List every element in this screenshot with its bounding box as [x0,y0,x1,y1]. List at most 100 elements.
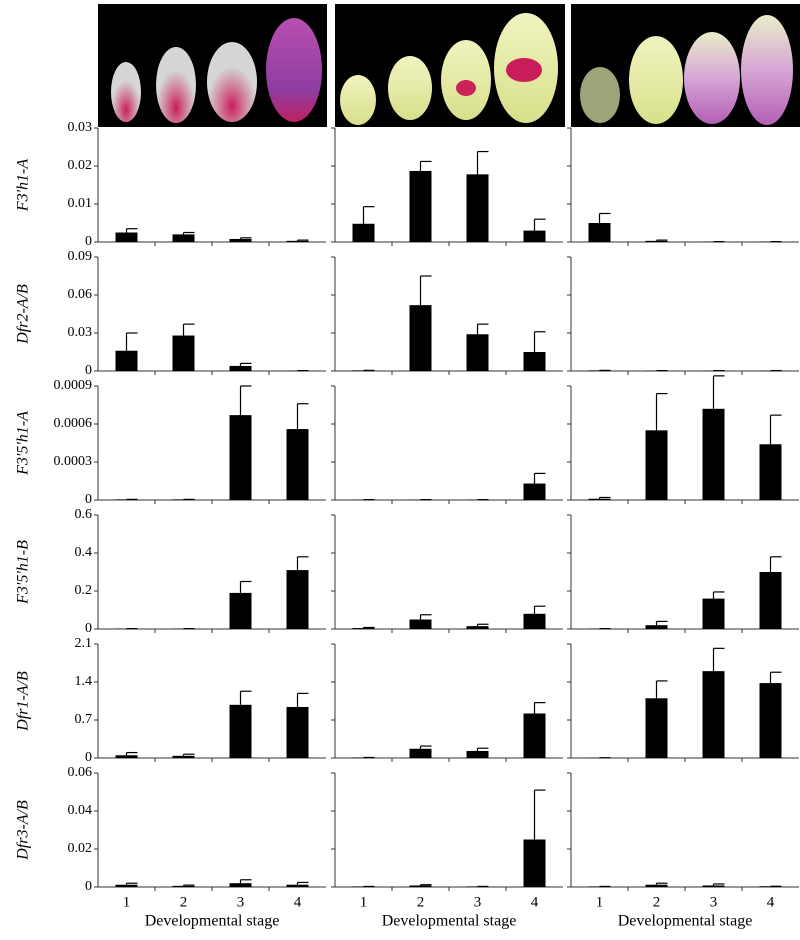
petal [388,56,432,120]
y-tick-label: 0.0006 [54,416,93,431]
bar [229,415,252,500]
x-axis-label: Developmental stage [382,913,517,930]
y-tick-label: 0 [85,750,92,765]
petal [207,42,257,122]
y-tick-label: 0.06 [68,287,93,302]
bar [286,429,309,500]
bar [286,706,309,758]
y-tick-label: 2.1 [75,636,93,651]
y-tick-label: 0.03 [68,325,93,340]
bar [523,839,546,887]
y-axis-label: Dfr1-A/B [15,671,32,732]
x-tick-label: 4 [767,894,775,910]
bar [702,408,725,500]
x-tick-label: 1 [360,894,368,910]
y-tick-label: 0.09 [68,249,93,264]
bar [286,570,309,629]
y-axis-label: Dfr2-A/B [15,284,32,345]
petal [156,47,196,123]
y-tick-label: 0.03 [68,120,93,135]
petal [741,15,793,125]
x-axis-label: Developmental stage [145,913,280,930]
petal-spot [456,80,476,96]
bar [523,613,546,629]
y-tick-label: 0.02 [68,158,93,173]
x-tick-label: 1 [123,894,131,910]
bar [523,483,546,500]
petal-spot [506,58,542,82]
bar [759,683,782,758]
bar [229,238,252,242]
y-tick-label: 0 [85,363,92,378]
y-tick-label: 0.0009 [54,378,93,393]
bar [645,698,668,758]
bar [409,170,432,242]
bar [409,619,432,629]
petal [340,75,376,125]
bar [115,350,138,371]
petal [629,36,683,124]
x-tick-label: 2 [180,894,188,910]
y-tick-label: 1.4 [75,674,93,689]
x-tick-label: 3 [474,894,482,910]
petal [266,18,322,122]
x-tick-label: 4 [531,894,539,910]
y-tick-label: 0.02 [68,841,93,856]
y-tick-label: 0.4 [75,545,93,560]
y-tick-label: 0 [85,621,92,636]
x-tick-label: 2 [653,894,661,910]
y-tick-label: 0.04 [68,803,93,818]
bar [229,592,252,629]
x-tick-label: 4 [294,894,302,910]
y-tick-label: 0 [85,234,92,249]
y-tick-label: 0.6 [75,507,93,522]
bar [172,335,195,371]
bar [409,748,432,758]
y-tick-label: 0 [85,879,92,894]
x-tick-label: 2 [417,894,425,910]
bar [523,230,546,242]
bar [466,174,489,242]
bar [645,625,668,629]
bar [115,232,138,242]
bar [523,352,546,371]
y-tick-label: 0.06 [68,765,93,780]
bar [466,334,489,371]
bar [466,750,489,758]
bar [409,885,432,887]
y-tick-label: 0 [85,492,92,507]
bar [115,884,138,887]
bar [588,223,611,242]
bar [759,444,782,500]
bar [523,713,546,758]
bar [352,628,375,629]
bar [645,240,668,242]
y-axis-label: F3'5'h1-B [15,540,32,605]
y-axis-label: F3'5'h1-A [15,411,32,476]
bar [229,883,252,887]
x-tick-label: 1 [596,894,604,910]
bar [702,885,725,887]
bar [588,498,611,500]
bar [286,240,309,242]
y-axis-label: Dfr3-A/B [15,800,32,861]
bar [409,305,432,371]
bar [759,572,782,629]
bar [229,365,252,371]
x-tick-label: 3 [237,894,245,910]
bar [286,884,309,887]
bar [172,234,195,242]
petal [684,32,740,124]
petal [111,62,141,122]
petal [580,67,620,123]
bar [702,598,725,629]
y-tick-label: 0.7 [75,712,93,727]
bar [645,430,668,500]
x-axis-label: Developmental stage [618,913,753,930]
bar [172,755,195,758]
y-tick-label: 0.01 [68,196,93,211]
bar [645,884,668,887]
x-tick-label: 3 [710,894,718,910]
